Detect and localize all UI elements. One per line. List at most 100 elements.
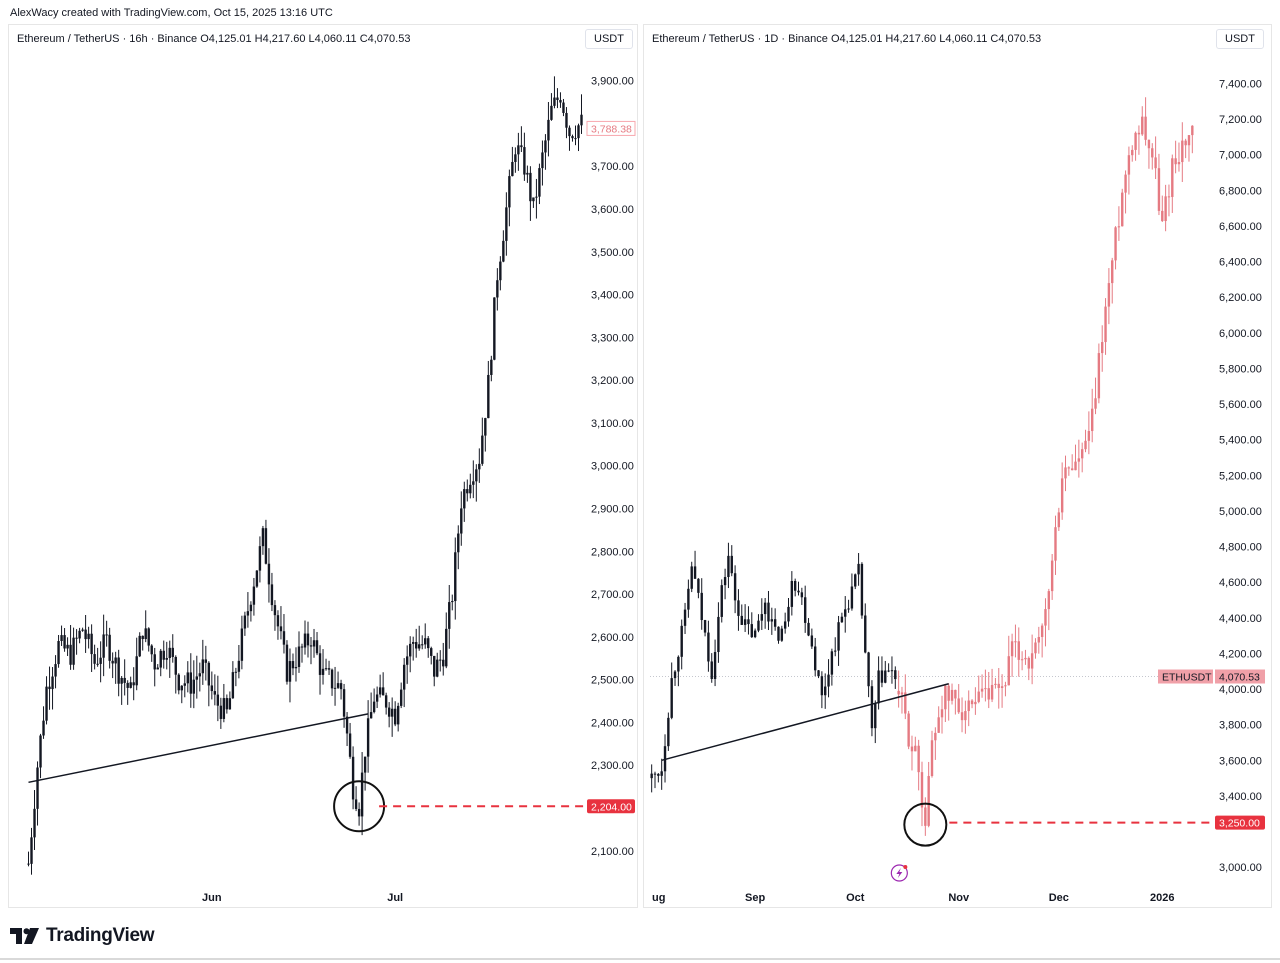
candle-body <box>90 633 93 655</box>
chart-1d-canvas[interactable]: 3,000.00 3,400.00 3,600.00 3,800.00 4,000.00… <box>644 25 1273 909</box>
candle-body <box>159 650 162 668</box>
symbol-badge-label: ETHUSDT <box>1162 672 1212 684</box>
price-tick-label: 3,400.00 <box>1219 791 1262 803</box>
candle-body <box>156 667 159 670</box>
candle-body <box>556 97 559 100</box>
projected-candle-body <box>1010 641 1014 657</box>
projected-candle-body <box>1111 260 1114 284</box>
candle-body <box>288 661 292 682</box>
candle-body <box>225 698 229 710</box>
candle-body <box>475 469 478 482</box>
candle-body <box>544 140 547 153</box>
candle-body <box>177 674 180 691</box>
chart-16h-canvas[interactable]: 2,100.00 2,300.00 2,400.00 2,500.00 2,600.00… <box>9 25 639 909</box>
candle-body <box>384 695 388 708</box>
candle-body <box>472 481 475 485</box>
projected-candle-body <box>1074 461 1077 471</box>
candle-body <box>824 686 827 696</box>
candle-body <box>126 682 129 688</box>
candle-body <box>667 717 670 747</box>
candle-body <box>463 489 466 509</box>
ohlc-close: C4,070.53 <box>990 33 1042 45</box>
price-tick-label: 2,300.00 <box>591 760 634 772</box>
currency-button[interactable]: USDT <box>585 29 633 49</box>
support-level-badge <box>1215 815 1265 830</box>
price-tick-label: 6,400.00 <box>1219 257 1262 269</box>
candle-body <box>657 773 660 776</box>
event-lightning-glyph <box>896 868 903 878</box>
candle-body <box>760 614 764 621</box>
candle-body <box>180 685 183 691</box>
projected-candle-body <box>1087 431 1091 441</box>
candle-body <box>508 176 511 208</box>
price-tick-label: 3,600.00 <box>591 204 634 216</box>
candle-body <box>854 574 857 587</box>
projected-candle-body <box>990 684 994 700</box>
candle-body <box>780 628 784 641</box>
candle-body <box>42 720 45 736</box>
projected-candle-body <box>1064 467 1067 479</box>
candle-body <box>717 616 720 653</box>
candle-body <box>366 718 370 757</box>
price-tick-label: 4,600.00 <box>1219 577 1262 589</box>
projected-candle-body <box>1184 140 1187 146</box>
candle-body <box>547 119 550 141</box>
price-tick-label: 6,200.00 <box>1219 292 1262 304</box>
candle-body <box>246 611 250 616</box>
candle-body <box>99 657 102 664</box>
ohlc-high: H4,217.60 <box>885 33 937 45</box>
candle-body <box>411 642 415 644</box>
projected-candle-body <box>950 689 954 701</box>
candle-body <box>703 620 707 633</box>
tradingview-logo[interactable]: TradingView <box>10 925 155 947</box>
candle-body <box>351 756 355 800</box>
projected-candle-body <box>1171 158 1174 197</box>
price-tick-label: 2,600.00 <box>591 632 634 644</box>
candle-body <box>424 638 427 645</box>
candle-body <box>300 646 304 648</box>
candle-body <box>493 297 496 360</box>
chart-panel-16h[interactable]: 2,100.00 2,300.00 2,400.00 2,500.00 2,600.00… <box>8 24 638 908</box>
ohlc-low: L4,060.11 <box>939 33 988 45</box>
projected-candle-body <box>1174 158 1177 165</box>
candle-body <box>174 656 177 675</box>
brand-name: TradingView <box>46 925 155 946</box>
candle-body <box>261 528 265 547</box>
candle-body <box>222 698 226 719</box>
candle-body <box>520 145 523 148</box>
chart-panel-1d[interactable]: 3,000.00 3,400.00 3,600.00 3,800.00 4,000.00… <box>643 24 1272 908</box>
candle-body <box>45 686 48 721</box>
projected-candle-body <box>924 807 927 826</box>
candle-body <box>96 663 99 665</box>
candle-body <box>478 463 481 470</box>
projected-candle-body <box>940 709 944 718</box>
price-tick-label: 6,600.00 <box>1219 221 1262 233</box>
created-by-text: AlexWacy created with TradingView.com, O… <box>10 7 333 19</box>
projected-candle-body <box>1017 641 1020 660</box>
projected-candle-body <box>1004 685 1007 687</box>
projected-candle-body <box>957 698 960 713</box>
candle-body <box>890 670 894 672</box>
candle-body <box>538 168 541 197</box>
candle-body <box>532 197 535 202</box>
projected-candle-body <box>1054 527 1057 561</box>
candle-body <box>81 629 84 631</box>
candle-body <box>650 773 653 779</box>
price-tick-label: 4,000.00 <box>1219 684 1262 696</box>
projected-candle-body <box>1131 149 1134 156</box>
currency-button[interactable]: USDT <box>1216 29 1264 49</box>
candle-body <box>363 756 367 773</box>
projected-candle-body <box>1134 132 1137 150</box>
projected-candle-body <box>1094 398 1097 409</box>
projected-candle-body <box>1151 148 1154 158</box>
candle-body <box>529 172 532 202</box>
price-tick-label: 3,900.00 <box>591 76 634 88</box>
candle-body <box>78 630 81 639</box>
candle-body <box>740 615 743 625</box>
candle-body <box>102 634 105 658</box>
candle-body <box>880 670 884 683</box>
candle-body <box>390 708 394 717</box>
price-tick-label: 3,300.00 <box>591 332 634 344</box>
candle-body <box>252 586 256 605</box>
candle-body <box>460 508 463 534</box>
